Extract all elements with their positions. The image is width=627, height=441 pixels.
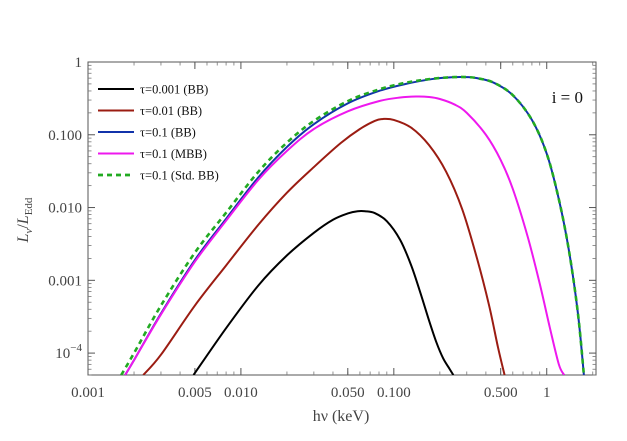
minor-ticks — [88, 62, 596, 376]
major-ticks — [87, 61, 596, 375]
x-tick-label: 0.100 — [377, 385, 411, 401]
x-tick-label: 0.001 — [71, 385, 105, 401]
x-tick-label: 0.500 — [484, 385, 518, 401]
legend-item-tau-01-mbb: τ=0.1 (MBB) — [98, 147, 207, 161]
y-tick-label: 0.100 — [48, 128, 82, 144]
series-tau-001-bb — [142, 117, 506, 375]
legend-label: τ=0.1 (BB) — [140, 126, 196, 140]
y-tick-label: 1 — [75, 55, 83, 71]
y-axis-title: Lν/LEdd — [15, 197, 35, 243]
series-tau-01-std-bb — [120, 75, 586, 375]
legend-label: τ=0.1 (MBB) — [140, 147, 207, 161]
x-tick-labels: 0.001 0.005 0.010 0.050 0.100 0.500 1 — [71, 385, 550, 401]
inclination-annotation: i = 0 — [552, 88, 583, 107]
legend-item-tau-001-bb: τ=0.01 (BB) — [98, 104, 202, 118]
y-tick-labels: 1 0.100 0.010 0.001 — [48, 55, 82, 289]
legend-label: τ=0.01 (BB) — [140, 104, 202, 118]
x-tick-label: 0.050 — [331, 385, 365, 401]
legend: τ=0.001 (BB) τ=0.01 (BB) τ=0.1 (BB) τ=0.1 (… — [98, 83, 219, 183]
x-tick-label: 0.010 — [224, 385, 258, 401]
legend-label: τ=0.001 (BB) — [140, 83, 208, 97]
x-tick-label: 0.005 — [178, 385, 212, 401]
x-axis-title: hν (keV) — [313, 408, 370, 425]
y-tick-label-1e-4: 10−4 — [55, 342, 82, 362]
series-tau-01-mbb — [124, 95, 566, 375]
y-tick-label: 0.010 — [48, 201, 82, 217]
series-tau-0001-bb — [192, 209, 455, 375]
legend-item-tau-01-std-bb: τ=0.1 (Std. BB) — [98, 169, 219, 183]
x-tick-label: 1 — [543, 385, 551, 401]
legend-item-tau-01-bb: τ=0.1 (BB) — [98, 126, 196, 140]
y-tick-label: 0.001 — [48, 273, 82, 289]
legend-item-tau-0001-bb: τ=0.001 (BB) — [98, 83, 208, 97]
series-layer — [120, 75, 586, 375]
legend-label: τ=0.1 (Std. BB) — [140, 169, 219, 183]
